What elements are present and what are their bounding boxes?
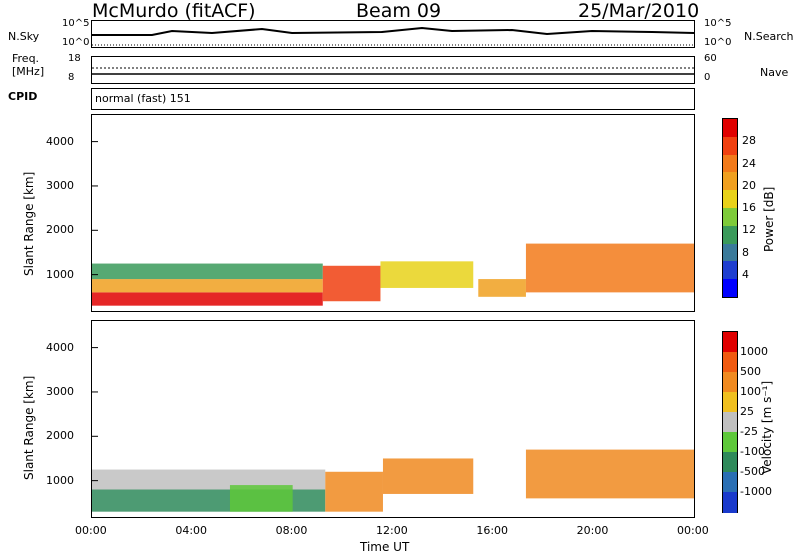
power-ytick-0: 4000 bbox=[46, 134, 74, 148]
x-tick-2: 08:00 bbox=[275, 524, 308, 537]
nsearch-tick-bottom: 10^0 bbox=[704, 37, 732, 48]
velocity-colorbar-swatch-1 bbox=[723, 352, 737, 373]
power-ytick-1: 3000 bbox=[46, 178, 74, 192]
velocity-band-3 bbox=[325, 471, 383, 512]
velocity-ytick-1: 3000 bbox=[46, 384, 74, 398]
power-colorbar-tick-6: 4 bbox=[742, 267, 749, 281]
nsky-panel bbox=[91, 20, 695, 48]
velocity-colorbar-swatch-5 bbox=[723, 432, 737, 453]
freq-tick-top: 18 bbox=[68, 53, 81, 64]
velocity-band-2 bbox=[229, 485, 293, 512]
velocity-colorbar-swatch-3 bbox=[723, 392, 737, 413]
power-band-2 bbox=[92, 263, 323, 280]
power-colorbar-swatch-8 bbox=[723, 261, 737, 280]
power-band-5 bbox=[478, 279, 526, 297]
velocity-colorbar-tick-5: -100 bbox=[740, 445, 765, 458]
power-colorbar-tick-3: 16 bbox=[742, 201, 756, 214]
velocity-colorbar-swatch-7 bbox=[723, 472, 737, 493]
velocity-plot bbox=[92, 347, 694, 512]
x-axis-label: Time UT bbox=[360, 540, 410, 554]
velocity-colorbar-tick-4: -25 bbox=[740, 425, 758, 438]
nsky-label: N.Sky bbox=[8, 30, 40, 43]
power-colorbar-swatch-2 bbox=[723, 154, 737, 173]
power-colorbar-tick-0: 28 bbox=[742, 134, 756, 148]
nsearch-label: N.Search bbox=[744, 30, 794, 43]
power-ylabel: Slant Range [km] bbox=[22, 171, 36, 276]
x-tick-0: 00:00 bbox=[75, 524, 107, 537]
freq-tick-bottom: 8 bbox=[68, 72, 75, 83]
velocity-band-1 bbox=[92, 469, 326, 490]
velocity-ytick-3: 1000 bbox=[46, 473, 74, 487]
cpid-label: CPID bbox=[8, 90, 38, 103]
velocity-colorbar-swatch-0 bbox=[723, 332, 737, 353]
freq-trace bbox=[92, 67, 694, 75]
power-colorbar-swatch-7 bbox=[723, 243, 737, 262]
power-colorbar-swatch-9 bbox=[723, 279, 737, 298]
freq-unit: [MHz] bbox=[12, 65, 45, 78]
nsky-tick-bottom: 10^0 bbox=[62, 37, 90, 48]
power-band-3 bbox=[322, 265, 381, 302]
velocity-ytick-2: 2000 bbox=[46, 429, 74, 443]
power-colorbar bbox=[722, 118, 738, 298]
velocity-band-4 bbox=[382, 458, 474, 494]
velocity-ytick-0: 4000 bbox=[46, 340, 74, 354]
velocity-heatmap bbox=[91, 320, 695, 518]
velocity-colorbar-tick-7: -1000 bbox=[740, 485, 772, 498]
power-colorbar-swatch-5 bbox=[723, 208, 737, 227]
power-band-4 bbox=[380, 261, 474, 288]
power-colorbar-tick-5: 8 bbox=[742, 245, 749, 259]
velocity-colorbar-swatch-8 bbox=[723, 492, 737, 513]
nsky-trace bbox=[92, 26, 694, 46]
velocity-colorbar-swatch-6 bbox=[723, 452, 737, 473]
velocity-colorbar-swatch-2 bbox=[723, 372, 737, 393]
x-tick-3: 12:00 bbox=[376, 524, 408, 537]
nave-tick-bottom: 0 bbox=[704, 72, 711, 83]
velocity-colorbar-swatch-4 bbox=[723, 412, 737, 433]
power-colorbar-label: Power [dB] bbox=[762, 186, 776, 252]
power-colorbar-swatch-1 bbox=[723, 136, 737, 156]
velocity-band-5 bbox=[525, 449, 694, 499]
power-heatmap bbox=[91, 114, 695, 312]
nsky-tick-top: 10^5 bbox=[62, 18, 90, 29]
velocity-colorbar-tick-0: 1000 bbox=[740, 345, 768, 358]
velocity-colorbar-label: Velocity [m s⁻¹] bbox=[760, 380, 774, 474]
power-ytick-2: 2000 bbox=[46, 223, 74, 237]
nave-tick-top: 60 bbox=[704, 53, 717, 64]
nave-label: Nave bbox=[760, 66, 789, 79]
velocity-colorbar-tick-1: 500 bbox=[740, 365, 761, 378]
x-tick-5: 20:00 bbox=[576, 524, 609, 537]
power-colorbar-tick-1: 24 bbox=[742, 156, 756, 170]
cpid-value: normal (fast) 151 bbox=[95, 92, 191, 105]
x-tick-1: 04:00 bbox=[175, 524, 208, 537]
power-colorbar-swatch-0 bbox=[723, 119, 737, 138]
power-plot bbox=[92, 141, 694, 306]
x-tick-6: 00:00 bbox=[677, 524, 709, 537]
power-colorbar-swatch-3 bbox=[723, 172, 737, 191]
power-ytick-3: 1000 bbox=[46, 267, 74, 281]
power-band-0 bbox=[92, 292, 323, 306]
freq-label: Freq. bbox=[12, 52, 40, 65]
beam-label: Beam 09 bbox=[356, 0, 442, 22]
station-title: McMurdo (fitACF) bbox=[92, 0, 256, 22]
power-colorbar-tick-2: 20 bbox=[742, 178, 756, 192]
velocity-colorbar bbox=[722, 331, 738, 513]
velocity-colorbar-tick-3: 25 bbox=[740, 405, 754, 418]
power-colorbar-swatch-6 bbox=[723, 225, 737, 245]
cpid-panel: normal (fast) 151 bbox=[91, 88, 695, 110]
power-band-6 bbox=[525, 243, 694, 293]
x-tick-4: 16:00 bbox=[476, 524, 509, 537]
freq-panel bbox=[91, 56, 695, 84]
power-band-1 bbox=[92, 279, 323, 293]
date-label: 25/Mar/2010 bbox=[578, 0, 700, 22]
velocity-ylabel: Slant Range [km] bbox=[22, 375, 36, 480]
power-colorbar-swatch-4 bbox=[723, 190, 737, 209]
velocity-colorbar-tick-6: -500 bbox=[740, 465, 765, 478]
velocity-colorbar-tick-2: 100 bbox=[740, 385, 761, 398]
nsearch-tick-top: 10^5 bbox=[704, 18, 732, 29]
power-colorbar-tick-4: 12 bbox=[742, 223, 756, 237]
